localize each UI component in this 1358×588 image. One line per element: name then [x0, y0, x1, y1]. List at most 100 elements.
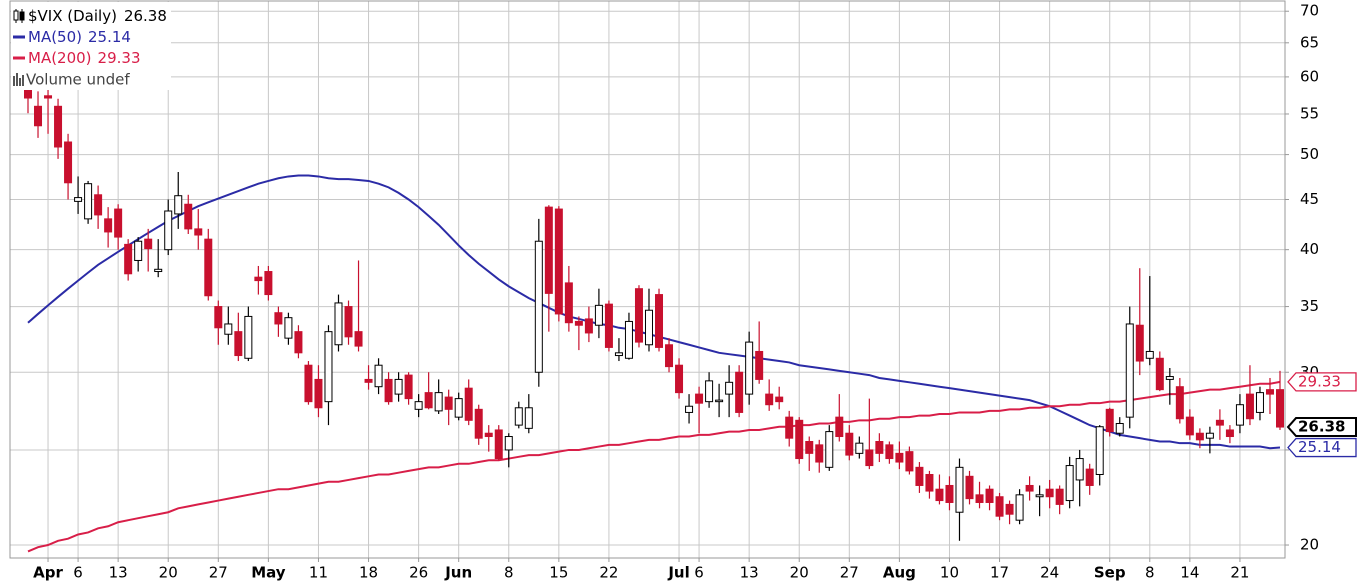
candle-body	[124, 243, 133, 275]
legend-value: 25.14	[88, 28, 131, 46]
icon-bar	[13, 76, 15, 86]
candle-body	[504, 436, 513, 451]
candle-body	[765, 393, 774, 406]
candle-icon	[13, 9, 25, 23]
legend-value: 29.33	[98, 49, 141, 67]
candle-body	[1265, 389, 1274, 395]
value-tag-label: 25.14	[1298, 438, 1341, 456]
y-tick-label: 35	[1300, 297, 1319, 315]
candle-body	[995, 496, 1004, 517]
candle-body	[534, 240, 543, 373]
x-tick-label: 15	[549, 564, 568, 582]
candle-body	[675, 364, 684, 394]
y-tick-label: 65	[1300, 33, 1319, 51]
candle-body	[865, 449, 874, 467]
candle-body	[875, 441, 884, 454]
candle-body	[294, 331, 303, 354]
candle-body	[1135, 324, 1144, 362]
candle-body	[444, 396, 453, 410]
icon-body	[13, 10, 19, 21]
candle-body	[665, 344, 674, 368]
candle-body	[1045, 488, 1054, 498]
x-tick-label: 20	[159, 564, 178, 582]
candle-body	[935, 488, 944, 502]
candle-layer	[24, 51, 1284, 541]
candle-body	[214, 306, 223, 329]
overlay-layer	[27, 174, 1281, 553]
x-tick-label: 17	[990, 564, 1009, 582]
candle-body	[394, 378, 403, 395]
icon-bar	[16, 73, 18, 86]
x-tick-label: 26	[409, 564, 428, 582]
candle-body	[614, 352, 623, 357]
candle-body	[494, 429, 503, 460]
candle-body	[474, 408, 483, 439]
candle-body	[715, 399, 724, 403]
candle-body	[584, 318, 593, 334]
candle-body	[604, 303, 613, 348]
candle-body	[1276, 389, 1284, 428]
candle-body	[1095, 426, 1104, 475]
candle-body	[164, 210, 173, 251]
candle-body	[1185, 416, 1194, 436]
candle-body	[544, 206, 553, 294]
x-tick-label: 13	[740, 564, 759, 582]
y-tick-label: 50	[1300, 145, 1319, 163]
candle-body	[755, 350, 764, 380]
candle-body	[224, 323, 233, 335]
candle-body	[885, 444, 894, 460]
candle-body	[705, 380, 714, 403]
x-tick-label: 6	[694, 564, 704, 582]
candle-body	[54, 105, 63, 148]
candle-body	[1145, 350, 1154, 359]
legend-name: MA(50)	[28, 28, 82, 46]
value-tag	[1287, 372, 1357, 392]
candle-body	[104, 218, 113, 233]
candle-body	[644, 309, 653, 346]
candle-body	[1035, 494, 1044, 498]
candle-body	[574, 320, 583, 326]
x-tick-label: 27	[840, 564, 859, 582]
candle-body	[284, 317, 293, 339]
legend-name: MA(200)	[28, 49, 92, 67]
legend: $VIX (Daily) 26.38 Volume undef MA(50) 25.…	[11, 2, 171, 90]
candle-body	[184, 203, 193, 230]
candle-body	[144, 238, 153, 250]
candle-body	[264, 271, 273, 296]
candle-body	[554, 208, 563, 315]
candle-body	[1005, 503, 1014, 515]
candle-body	[274, 312, 283, 325]
moving-average-line	[27, 380, 1281, 553]
candle-body	[414, 401, 423, 410]
candle-body	[324, 331, 333, 403]
candle-body	[985, 488, 994, 503]
candle-body	[1055, 488, 1064, 505]
candle-body	[695, 393, 704, 404]
y-tick-label: 45	[1300, 190, 1319, 208]
candle-body	[624, 320, 633, 359]
x-tick-label: Aug	[883, 564, 916, 582]
title: $VIX (Daily)	[28, 7, 117, 25]
legend-background	[11, 2, 171, 90]
candle-body	[454, 398, 463, 418]
x-tick-label: 27	[209, 564, 228, 582]
y-tick-label: 40	[1300, 240, 1319, 258]
candle-body	[204, 238, 213, 297]
y-tick-label: 20	[1300, 536, 1319, 554]
candle-body	[484, 432, 493, 438]
candle-body	[1125, 323, 1134, 418]
candle-body	[945, 484, 954, 503]
icon-bar	[22, 75, 24, 86]
y-tick-label: 55	[1300, 104, 1319, 122]
candle-body	[594, 304, 603, 326]
candle-body	[1075, 458, 1084, 481]
candle-body	[34, 105, 43, 127]
candle-body	[1215, 419, 1224, 426]
icon-body	[19, 11, 25, 21]
volume-icon	[13, 73, 24, 86]
x-tick-label: 24	[1040, 564, 1059, 582]
candle-body	[845, 432, 854, 456]
candle-body	[304, 364, 313, 403]
candle-body	[174, 195, 183, 215]
value-tags: 25.14 29.33 26.38	[1286, 372, 1357, 458]
